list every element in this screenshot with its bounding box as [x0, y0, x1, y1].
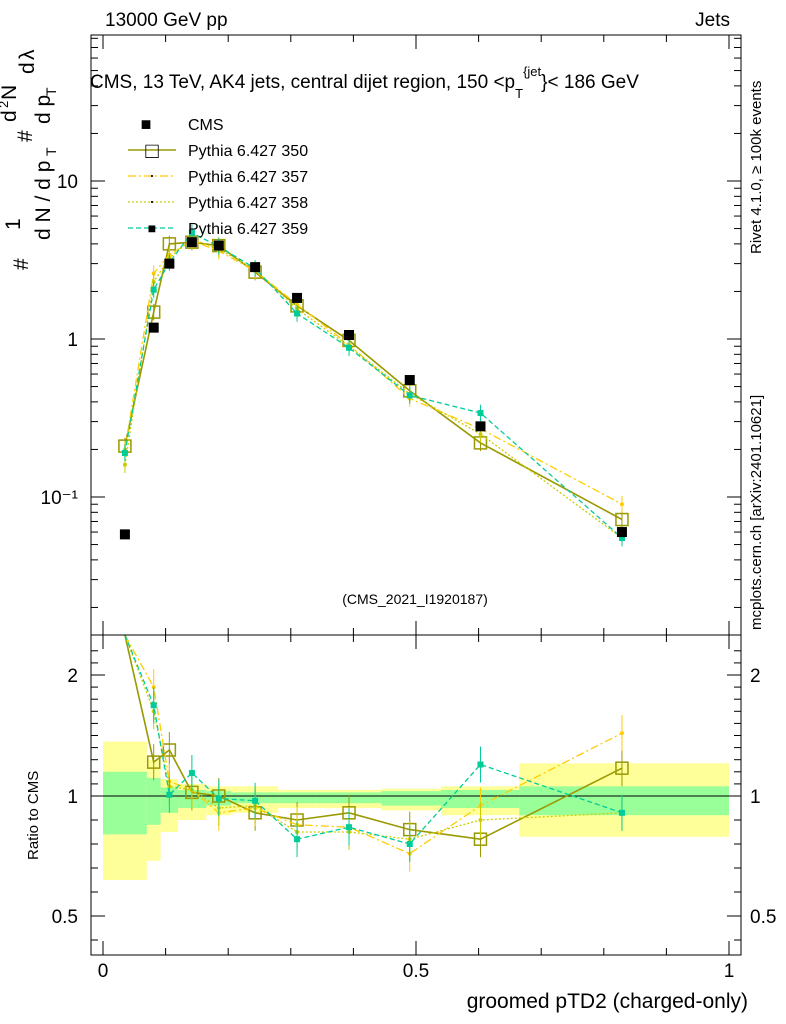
chart-title: CMS, 13 TeV, AK4 jets, central dijet reg…: [90, 64, 639, 101]
ratio-plot-series: [124, 634, 629, 872]
legend-label-359: Pythia 6.427 359: [188, 221, 308, 238]
main-y-tick-label: 10⁻¹: [41, 488, 79, 509]
x-tick-label: 0: [98, 961, 109, 982]
legend-label-cms: CMS: [188, 117, 224, 134]
ratio-point-357: [619, 731, 624, 736]
point-358: [122, 462, 127, 467]
legend-marker-cms: ■: [141, 114, 152, 134]
svg-text:2: 2: [0, 101, 11, 108]
x-tick-label: 0.5: [403, 961, 429, 982]
cms-data-point: [344, 330, 355, 341]
svg-text:1: 1: [2, 218, 25, 230]
ratio-y-tick-label: 1: [67, 787, 78, 808]
svg-text:#: #: [14, 130, 37, 142]
legend-marker-358: ·: [149, 191, 155, 211]
rivet-label: Rivet 4.1.0, ≥ 100k events: [748, 81, 765, 254]
y-axis-label: # 1 d N / d p T # d 2 N d p T d λ: [0, 49, 59, 270]
point-359: [294, 310, 301, 317]
cms-data-point: [250, 262, 261, 273]
cms-data-point: [186, 237, 197, 248]
ratio-point-359: [346, 824, 353, 831]
svg-text:λ: λ: [16, 49, 39, 60]
ratio-band-inner: [103, 771, 147, 835]
legend: ■ CMS □ Pythia 6.427 350 · Pythia 6.427 …: [128, 114, 308, 238]
main-y-tick-label: 10: [57, 172, 78, 193]
svg-text:T: T: [43, 87, 59, 96]
ratio-y-tick-label-right: 2: [750, 666, 761, 687]
point-359: [188, 229, 195, 236]
ratio-point-359: [477, 761, 484, 768]
point-357: [619, 502, 624, 507]
series-line-350: [124, 241, 623, 521]
series-line-359: [124, 231, 623, 539]
series-line-357: [124, 239, 623, 505]
cms-data-point: [164, 258, 175, 269]
header-right: Jets: [695, 10, 730, 31]
ratio-y-tick-label: 0.5: [52, 907, 78, 928]
main-plot-series: [118, 224, 629, 547]
legend-label-358: Pythia 6.427 358: [188, 195, 308, 212]
legend-marker-357: ·: [149, 165, 155, 185]
cms-data-point: [475, 421, 486, 432]
svg-text:d: d: [16, 62, 39, 74]
point-357: [151, 271, 156, 276]
ratio-point-359: [188, 770, 195, 777]
cms-data-point: [616, 527, 627, 538]
svg-text:d: d: [0, 110, 21, 122]
ratio-point-350: [615, 761, 629, 775]
svg-text:T: T: [43, 147, 59, 156]
axis-ticks: [91, 35, 741, 955]
ratio-point-359: [215, 795, 222, 802]
legend-label-350: Pythia 6.427 350: [188, 143, 308, 160]
ratio-point-350: [146, 755, 161, 769]
point-359: [477, 410, 484, 417]
ratio-point-350: [162, 743, 177, 757]
ratio-line-359: [124, 634, 623, 845]
point-359: [618, 535, 625, 542]
cms-data-point: [404, 375, 415, 386]
mcplots-label: mcplots.cern.ch [arXiv:2401.10621]: [748, 395, 765, 630]
ratio-band-inner: [381, 791, 442, 806]
cms-data-point: [292, 292, 303, 303]
ratio-y-tick-label: 2: [67, 666, 78, 687]
ratio-band: [91, 741, 741, 880]
cms-data-point: [119, 529, 130, 540]
point-359: [150, 286, 157, 293]
svg-text:N: N: [0, 85, 21, 100]
point-359: [346, 344, 353, 351]
analysis-tag: (CMS_2021_I1920187): [342, 591, 488, 607]
header-left: 13000 GeV pp: [105, 10, 228, 31]
point-350: [615, 512, 629, 527]
point-359: [121, 449, 128, 456]
ratio-y-tick-label-right: 1: [750, 787, 761, 808]
point-359: [406, 392, 413, 399]
svg-text:d p: d p: [32, 95, 55, 124]
series-line-358: [124, 238, 623, 539]
ratio-point-357: [151, 685, 156, 690]
ratio-band-inner: [146, 777, 161, 825]
ratio-band-inner: [278, 792, 316, 804]
svg-text:#: #: [10, 258, 33, 270]
legend-label-357: Pythia 6.427 357: [188, 169, 308, 186]
ratio-point-359: [252, 797, 259, 804]
main-y-tick-label: 1: [67, 330, 78, 351]
ratio-point-359: [294, 836, 301, 843]
legend-marker-350: □: [145, 138, 158, 163]
ratio-y-tick-label-right: 0.5: [750, 907, 776, 928]
ratio-point-359: [150, 702, 157, 709]
ratio-point-358: [478, 818, 483, 822]
ratio-point-359: [406, 841, 413, 847]
point-358: [478, 432, 483, 437]
cms-data-point: [213, 240, 224, 251]
legend-marker-359: ■: [148, 220, 156, 236]
ratio-y-label: Ratio to CMS: [25, 771, 42, 860]
x-axis-label: groomed pTD2 (charged-only): [467, 990, 748, 1013]
ratio-point-359: [166, 791, 173, 798]
ratio-point-359: [618, 809, 625, 816]
cms-data-point: [148, 322, 159, 333]
x-tick-label: 1: [724, 961, 735, 982]
svg-text:d N / d p: d N / d p: [32, 161, 55, 240]
